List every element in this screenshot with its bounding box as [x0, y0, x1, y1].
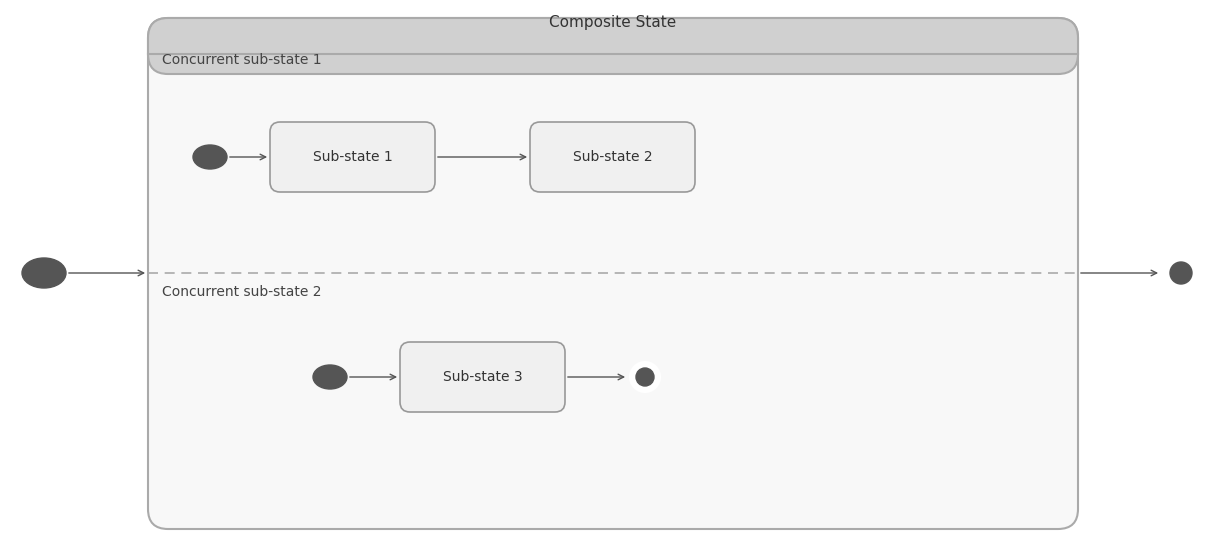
- Text: Sub-state 2: Sub-state 2: [573, 150, 652, 164]
- Circle shape: [636, 368, 654, 386]
- FancyBboxPatch shape: [270, 122, 435, 192]
- Text: Concurrent sub-state 1: Concurrent sub-state 1: [162, 53, 322, 67]
- FancyBboxPatch shape: [530, 122, 695, 192]
- Text: Composite State: Composite State: [549, 15, 676, 30]
- FancyBboxPatch shape: [401, 342, 565, 412]
- Text: Concurrent sub-state 2: Concurrent sub-state 2: [162, 285, 321, 299]
- Ellipse shape: [314, 365, 347, 389]
- Circle shape: [1170, 262, 1192, 284]
- Ellipse shape: [22, 258, 66, 288]
- Text: Sub-state 1: Sub-state 1: [312, 150, 392, 164]
- Circle shape: [1163, 255, 1199, 291]
- FancyBboxPatch shape: [148, 18, 1078, 529]
- Text: Sub-state 3: Sub-state 3: [442, 370, 522, 384]
- Ellipse shape: [194, 145, 227, 169]
- FancyBboxPatch shape: [148, 18, 1078, 74]
- Circle shape: [630, 362, 660, 392]
